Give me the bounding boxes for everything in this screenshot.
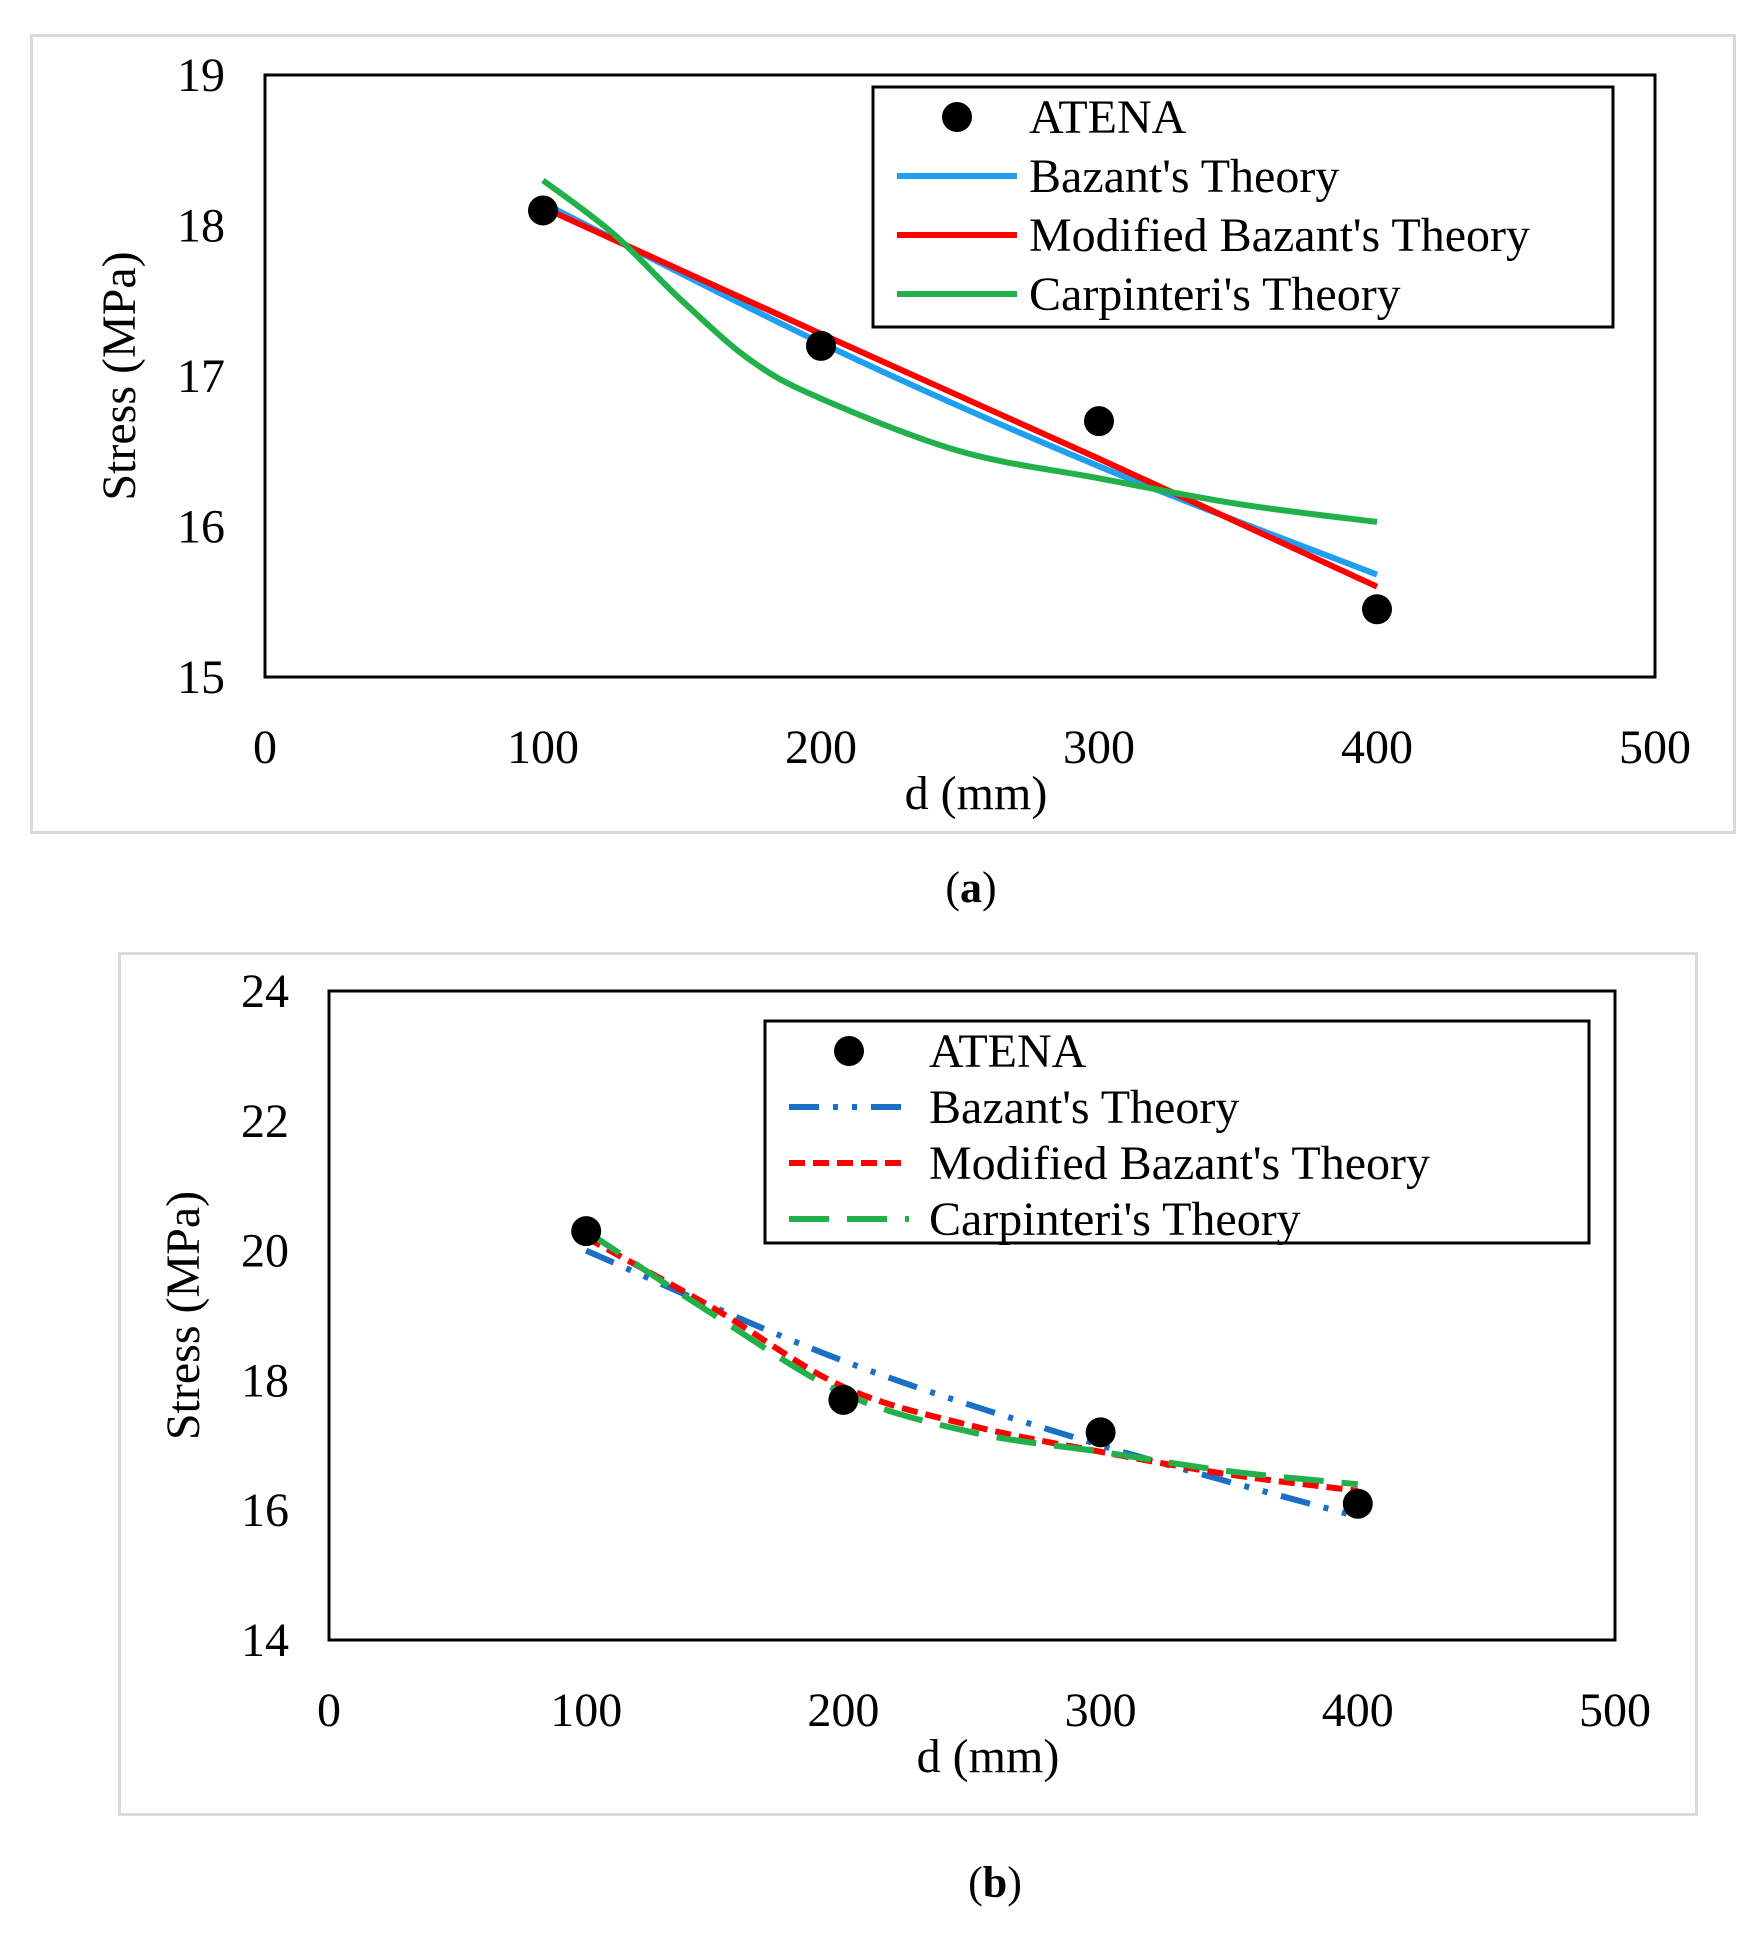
series-line-bazant-s-theory [585,1247,1359,1520]
plot-area-b [327,989,1617,1642]
x-tick-label: 200 [807,1684,879,1737]
series-line-carpinteri-s-theory [541,177,1378,525]
caption-b-label: b [982,1858,1008,1907]
caption-a-label: a [960,863,982,912]
legend-label-atena: ATENA [929,1025,1087,1078]
y-tick-label: 17 [177,350,225,403]
series-line-carpinteri-s-theory [584,1228,1359,1488]
legend-label-modified-bazant-s-theory: Modified Bazant's Theory [929,1137,1430,1190]
chart-a-frame: 15 16 17 18 19 0 100 200 300 400 500 d (mm) Stress (… [30,34,1736,834]
legend-box-b [763,1019,1591,1245]
data-point-atena [528,195,558,226]
y-tick-label: 16 [177,501,225,554]
chart-b-frame: 14 16 18 20 22 24 0 100 200 300 400 500 d (mm) Stress… [118,952,1698,1816]
x-axis-title: d (mm) [917,1730,1060,1783]
legend-swatch-atena [942,102,972,132]
legend-label-atena: ATENA [1029,91,1187,144]
plot-area-a [263,73,1657,679]
series-line-modified-bazant-s-theory [584,1234,1359,1494]
y-tick-label: 15 [177,651,225,704]
y-axis-title: Stress (MPa) [93,251,146,500]
y-tick-label: 16 [241,1484,289,1537]
chart-a: 15 16 17 18 19 0 100 200 300 400 500 d (mm) Stress (… [93,49,1691,820]
x-tick-label: 500 [1579,1684,1651,1737]
data-point-atena [1362,594,1392,625]
caption-a: (a) [945,863,997,912]
x-tick-label: 500 [1619,721,1691,774]
x-tick-label: 400 [1341,721,1413,774]
series-line-modified-bazant-s-theory [541,204,1379,590]
legend-swatch-atena [834,1036,864,1066]
data-point-atena [1084,406,1114,437]
y-tick-label: 19 [177,49,225,102]
y-tick-label: 22 [241,1095,289,1148]
y-tick-label: 14 [241,1614,289,1667]
y-tick-label: 24 [241,965,289,1018]
x-tick-label: 100 [550,1684,622,1737]
legend-label-bazant-s-theory: Bazant's Theory [1029,150,1339,203]
y-tick-label: 18 [241,1354,289,1407]
y-tick-label: 18 [177,200,225,253]
data-point-atena [806,330,836,361]
data-point-atena [571,1216,602,1247]
x-axis-title: d (mm) [905,767,1048,820]
data-point-atena [1085,1417,1116,1448]
x-tick-label: 300 [1065,1684,1137,1737]
caption-b: (b) [968,1858,1022,1907]
data-point-atena [1342,1488,1373,1519]
x-tick-label: 0 [253,721,277,774]
y-tick-label: 20 [241,1225,289,1278]
x-tick-label: 200 [785,721,857,774]
x-tick-label: 300 [1063,721,1135,774]
x-tick-label: 100 [507,721,579,774]
chart-b: 14 16 18 20 22 24 0 100 200 300 400 500 d (mm) Stress… [157,965,1651,1783]
legend-label-carpinteri-s-theory: Carpinteri's Theory [929,1193,1301,1246]
x-tick-label: 400 [1322,1684,1394,1737]
legend-label-bazant-s-theory: Bazant's Theory [929,1081,1239,1134]
x-tick-label: 0 [317,1684,341,1737]
legend-label-carpinteri-s-theory: Carpinteri's Theory [1029,268,1401,321]
legend-label-modified-bazant-s-theory: Modified Bazant's Theory [1029,209,1530,262]
y-axis-title: Stress (MPa) [157,1191,210,1440]
legend-box-a [871,85,1615,329]
data-point-atena [828,1384,859,1415]
